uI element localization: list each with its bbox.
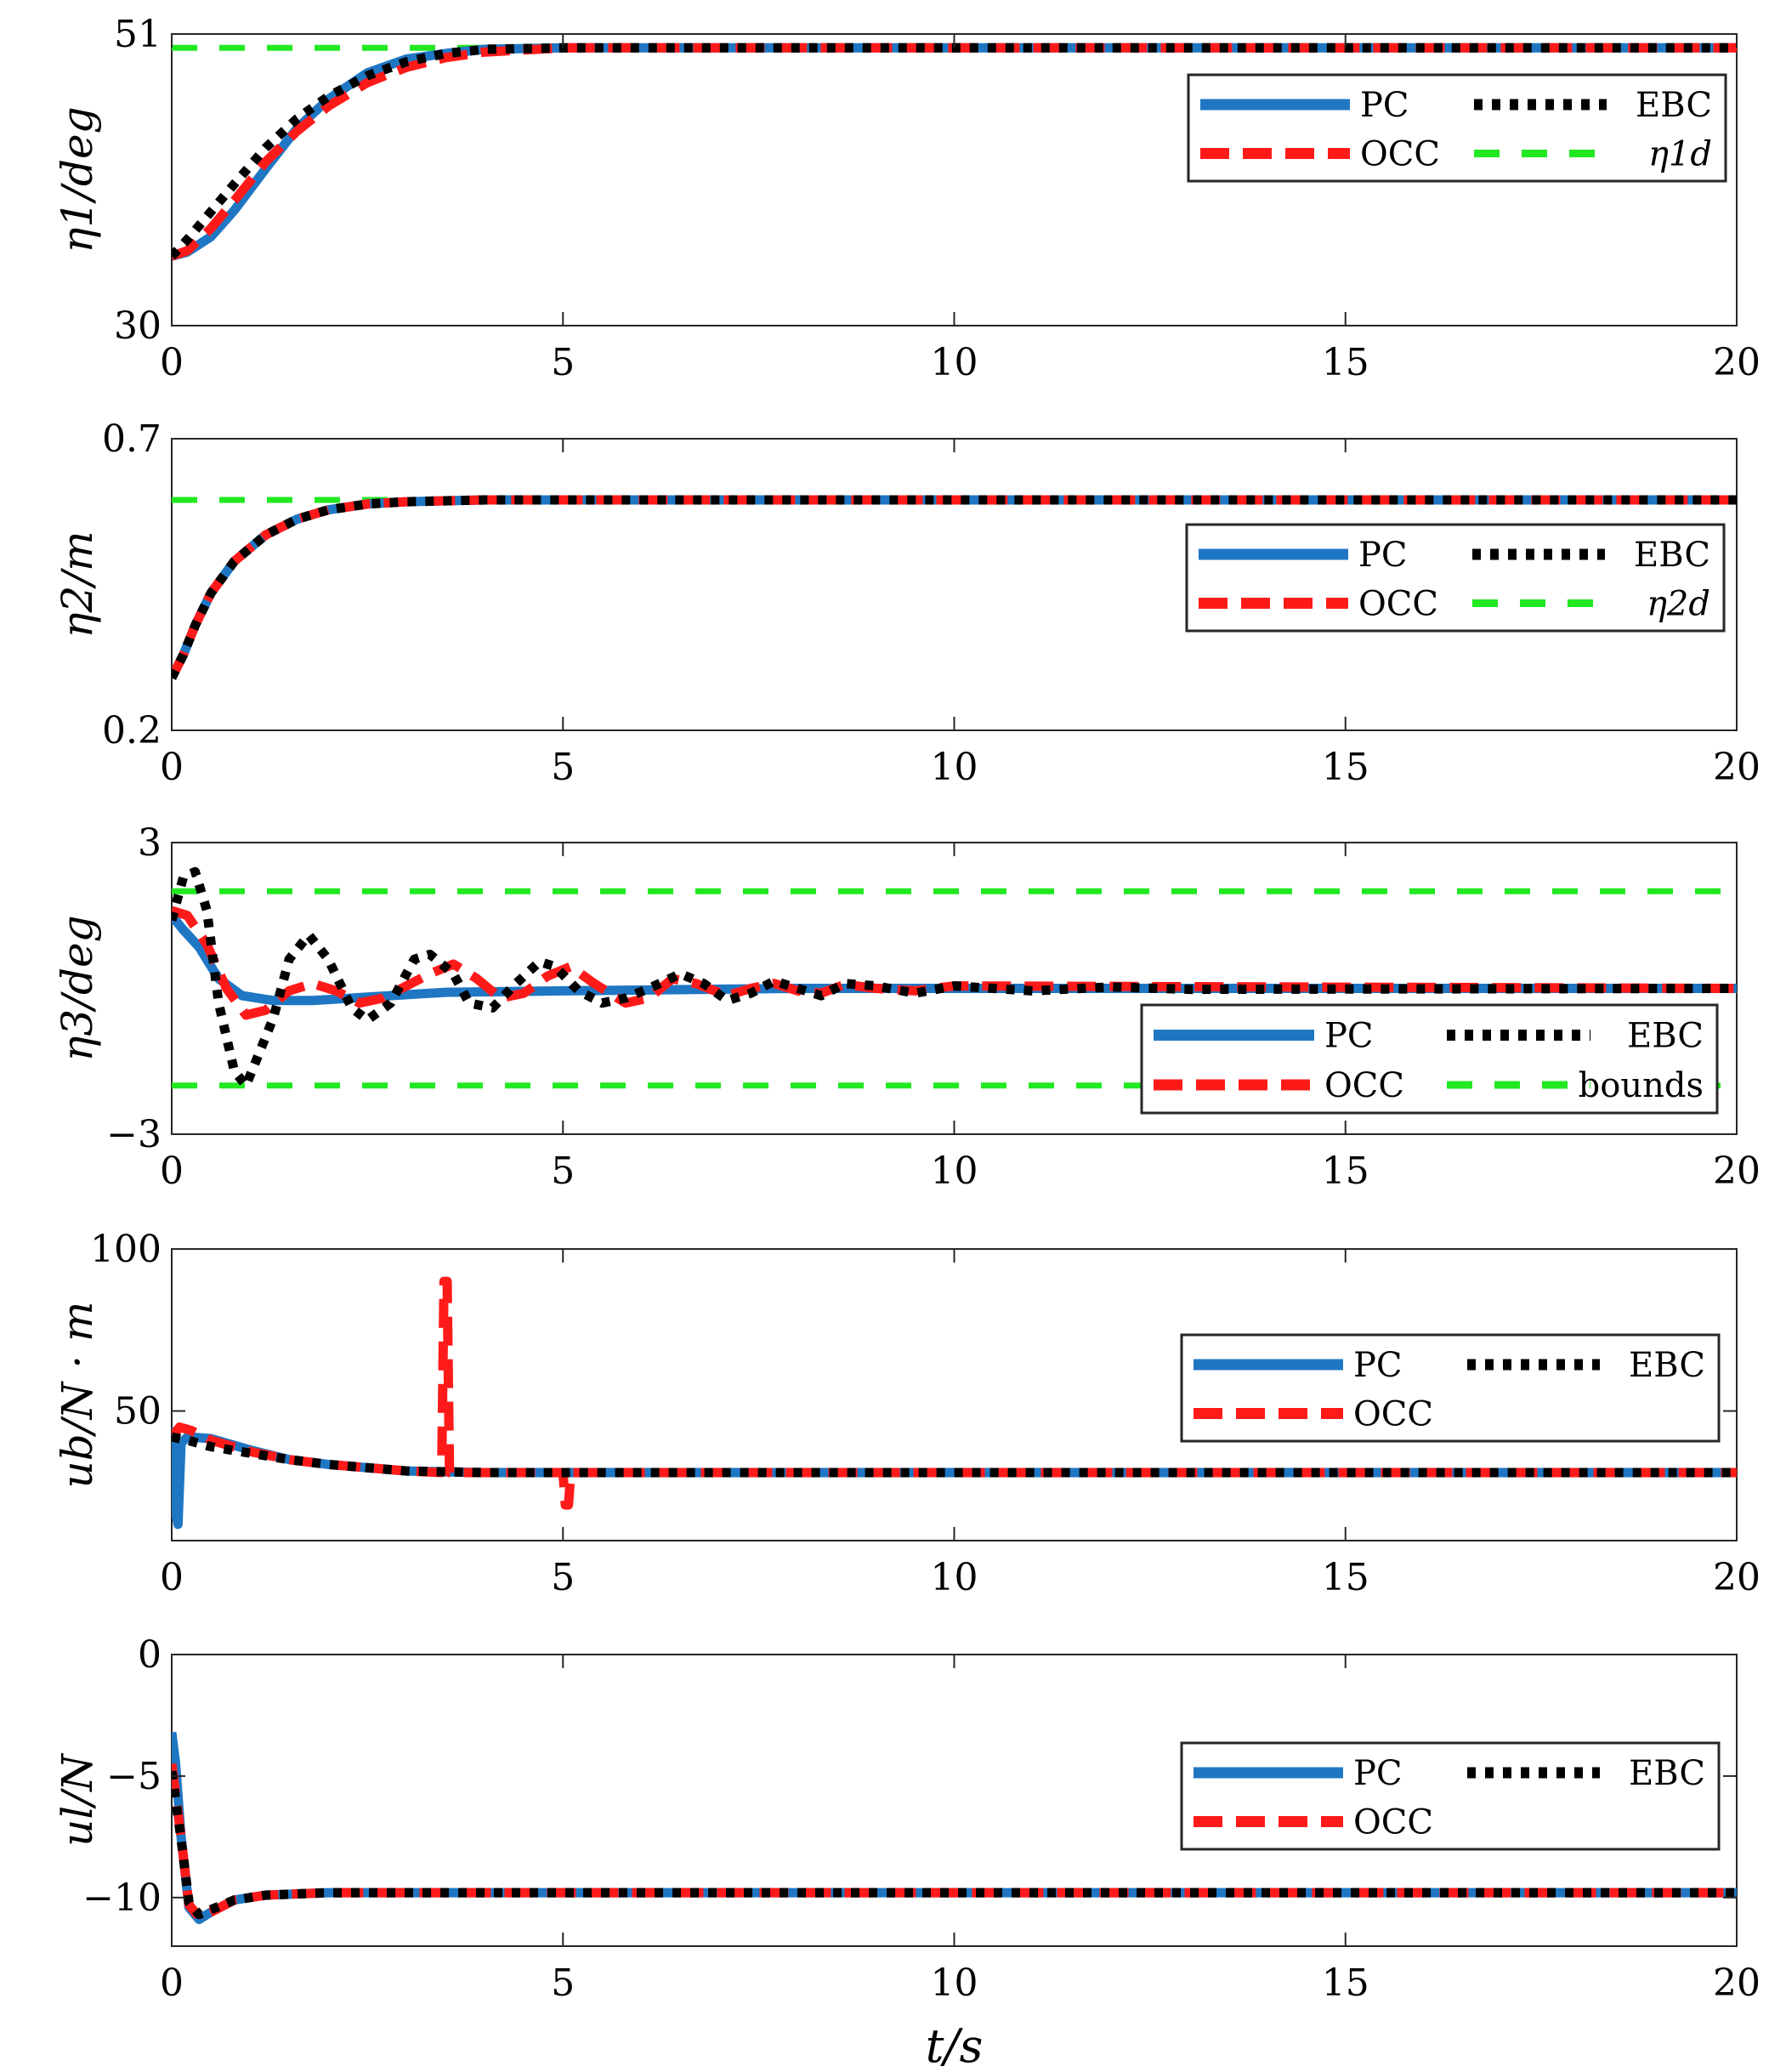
x-tick-label: 5	[551, 1961, 575, 2005]
y-axis-label: ub/N · m	[53, 1302, 102, 1489]
series-line-OCC	[172, 1276, 1737, 1510]
legend-label-PC: PC	[1324, 1017, 1374, 1056]
x-tick-label: 5	[551, 1150, 575, 1193]
chart-panel-1: 0 5 10 15 20 30 51 η1/deg PC EBC OCC η1d	[53, 13, 1760, 384]
legend-label-EBC: EBC	[1629, 1346, 1705, 1385]
legend-label-PC: PC	[1353, 1346, 1403, 1385]
x-tick-label: 20	[1713, 746, 1760, 789]
x-tick-label: 0	[160, 1961, 184, 2005]
y-tick-label: 0.7	[102, 417, 162, 461]
legend-label-EBC: EBC	[1629, 1754, 1705, 1793]
x-tick-label: 10	[931, 1961, 978, 2005]
y-axis-label: η3/deg	[53, 915, 102, 1061]
legend-label-EBC: EBC	[1636, 86, 1712, 125]
legend: PC EBC OCC η2d	[1185, 523, 1726, 633]
legend: PC EBC OCC	[1180, 1333, 1721, 1443]
legend-label-EBC: EBC	[1627, 1017, 1704, 1056]
legend-label-OCC: OCC	[1353, 1803, 1433, 1842]
legend-label-EBC: EBC	[1634, 536, 1710, 575]
y-tick-label: −3	[106, 1113, 162, 1156]
x-tick-label: 5	[551, 746, 575, 789]
y-tick-label: 3	[138, 821, 162, 865]
x-tick-label: 0	[160, 341, 184, 384]
legend-label-OCC: OCC	[1360, 135, 1440, 174]
legend-label-OCC: OCC	[1358, 585, 1438, 624]
y-tick-label: 0	[138, 1633, 162, 1677]
legend-label-η1d: η1d	[1648, 135, 1712, 174]
legend-label-bounds: bounds	[1579, 1066, 1704, 1105]
y-tick-label: 100	[90, 1228, 162, 1271]
series-group	[172, 1276, 1737, 1530]
legend-box	[1180, 1741, 1721, 1851]
x-tick-label: 15	[1322, 1556, 1369, 1599]
legend-label-η2d: η2d	[1647, 585, 1710, 624]
x-tick-label: 15	[1322, 341, 1369, 384]
x-axis-label: t/s	[926, 2019, 984, 2072]
legend-label-OCC: OCC	[1353, 1395, 1433, 1434]
series-group	[172, 43, 1737, 261]
series-group	[172, 1731, 1737, 1925]
x-tick-label: 15	[1322, 746, 1369, 789]
x-tick-label: 15	[1322, 1961, 1369, 2005]
series-line-EBC	[172, 866, 1737, 1091]
y-axis-label: ul/N	[53, 1752, 102, 1847]
y-axis-label: η2/m	[53, 531, 102, 638]
legend-label-PC: PC	[1353, 1754, 1403, 1793]
chart-panel-5: 0 5 10 15 20 −10 −5 0 ul/N t/s PC EBC OCC	[53, 1633, 1760, 2072]
legend-box	[1140, 1003, 1719, 1115]
x-tick-label: 10	[931, 1556, 978, 1599]
x-tick-label: 5	[551, 1556, 575, 1599]
legend: PC EBC OCC η1d	[1187, 73, 1727, 183]
series-line-EBC	[172, 1770, 1737, 1920]
series-line-OCC	[172, 495, 1737, 680]
legend-label-PC: PC	[1360, 86, 1409, 125]
chart-panel-3: 0 5 10 15 20 −3 3 η3/deg PC EBC OCC bounds	[53, 821, 1760, 1193]
y-tick-label: −5	[106, 1755, 162, 1798]
chart-panel-2: 0 5 10 15 20 0.2 0.7 η2/m PC EBC OCC η2d	[53, 417, 1760, 789]
x-tick-label: 10	[931, 341, 978, 384]
legend-box	[1180, 1333, 1721, 1443]
series-line-OCC	[172, 1763, 1737, 1922]
x-tick-label: 5	[551, 341, 575, 384]
x-tick-label: 20	[1713, 341, 1760, 384]
series-line-EBC	[172, 1432, 1737, 1478]
legend-box	[1187, 73, 1727, 183]
y-tick-label: 0.2	[102, 709, 162, 752]
y-tick-label: 30	[114, 304, 162, 348]
legend-box	[1185, 523, 1726, 633]
y-tick-label: 51	[114, 13, 162, 56]
legend-label-PC: PC	[1358, 536, 1408, 575]
chart-panel-4: 0 5 10 15 20 50 100 ub/N · m PC EBC OCC	[53, 1228, 1760, 1599]
y-axis-label: η1/deg	[53, 106, 102, 253]
legend: PC EBC OCC	[1180, 1741, 1721, 1851]
x-tick-label: 20	[1713, 1961, 1760, 2005]
x-tick-label: 20	[1713, 1556, 1760, 1599]
x-tick-label: 10	[931, 1150, 978, 1193]
y-tick-label: 50	[114, 1390, 162, 1433]
x-tick-label: 0	[160, 1556, 184, 1599]
series-line-OCC	[172, 43, 1737, 261]
x-tick-label: 0	[160, 1150, 184, 1193]
series-group	[172, 495, 1737, 680]
legend-label-OCC: OCC	[1324, 1066, 1404, 1105]
x-tick-label: 10	[931, 746, 978, 789]
series-line-EBC	[172, 43, 1737, 260]
x-tick-label: 15	[1322, 1150, 1369, 1193]
legend: PC EBC OCC bounds	[1140, 1003, 1719, 1115]
x-tick-label: 0	[160, 746, 184, 789]
y-tick-label: −10	[82, 1876, 162, 1920]
x-tick-label: 20	[1713, 1150, 1760, 1193]
